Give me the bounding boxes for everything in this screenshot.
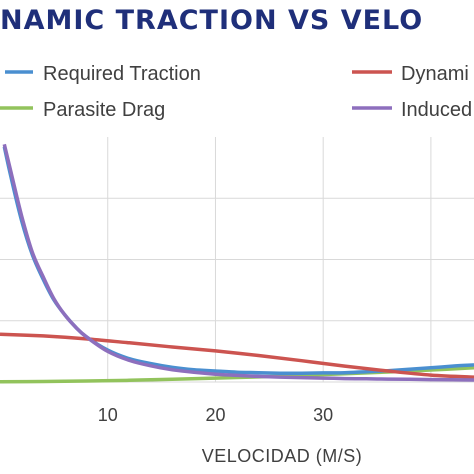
legend-label-required-traction: Required Traction: [43, 63, 201, 85]
series-line-induced: [2, 143, 474, 382]
x-tick-label-10: 10: [98, 405, 118, 425]
legend-label-parasite-drag: Parasite Drag: [43, 99, 165, 121]
x-tick-labels: 10 20 30: [98, 405, 333, 425]
series-lines: [0, 143, 474, 384]
grid: [0, 137, 474, 383]
legend-label-dynamic: Dynami: [401, 63, 469, 85]
series-line-dynami: [0, 332, 474, 379]
legend: Required Traction Dynami Parasite Drag I…: [0, 63, 472, 121]
x-tick-label-20: 20: [205, 405, 225, 425]
x-tick-label-30: 30: [313, 405, 333, 425]
x-axis-title: VELOCIDAD (M/S): [202, 446, 363, 466]
chart-title: NAMIC TRACTION VS VELO: [0, 5, 423, 36]
legend-label-induced: Induced: [401, 99, 472, 121]
